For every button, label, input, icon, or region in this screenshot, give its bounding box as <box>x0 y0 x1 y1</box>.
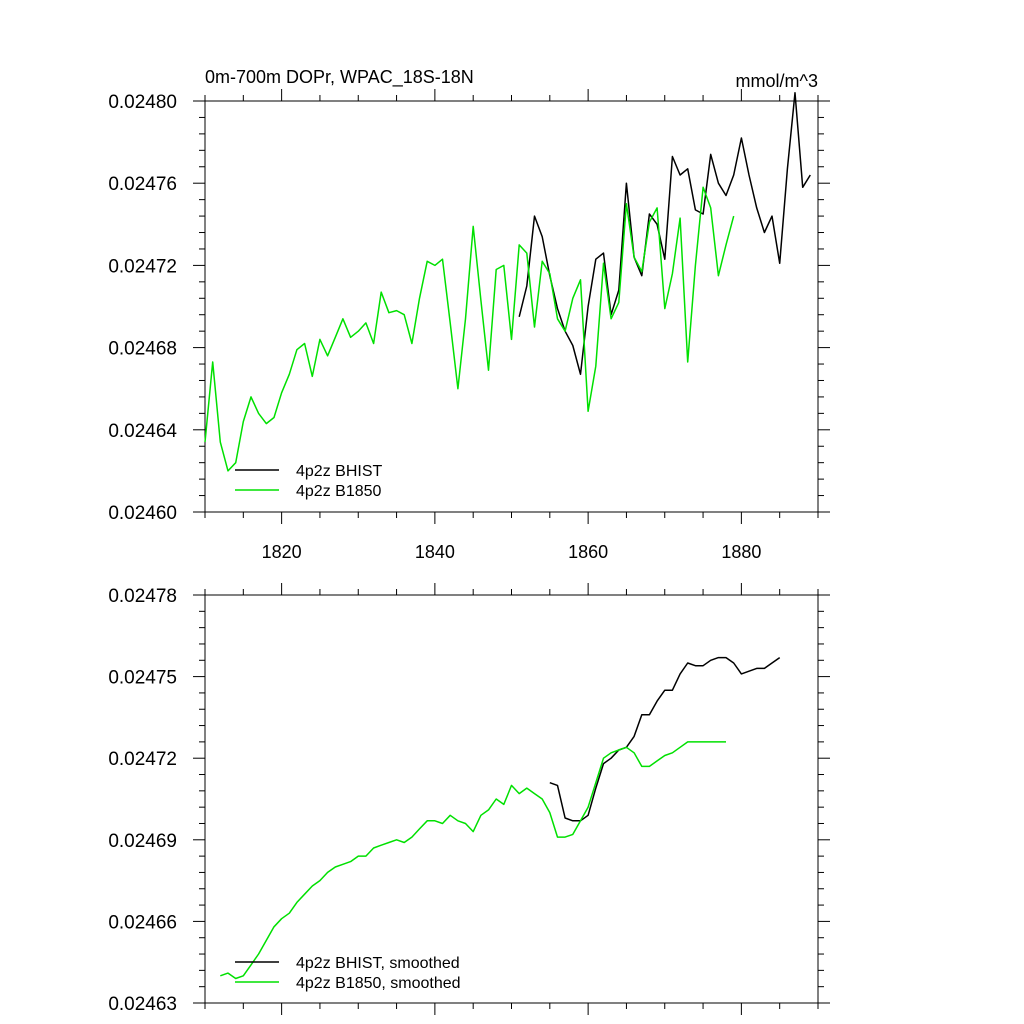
y-tick-label: 0.02478 <box>108 586 177 607</box>
x-tick-label: 1860 <box>568 542 608 562</box>
bottom-chart-legend: 4p2z BHIST, smoothed 4p2z B1850, smoothe… <box>235 955 461 992</box>
chart-title: 0m-700m DOPr, WPAC_18S-18N <box>205 67 474 88</box>
top-chart-legend: 4p2z BHIST 4p2z B1850 <box>235 463 382 500</box>
top-chart-series <box>204 92 811 472</box>
y-tick-label: 0.02476 <box>108 174 177 195</box>
y-tick-label: 0.02463 <box>108 994 177 1015</box>
series-line-4p2z-b1850 <box>204 186 735 472</box>
legend-label-bhist-smoothed: 4p2z BHIST, smoothed <box>296 955 460 972</box>
series-line-4p2z-bhist-smoothed <box>549 656 781 822</box>
y-tick-label: 0.02464 <box>108 421 177 442</box>
chart-units: mmol/m^3 <box>736 71 818 91</box>
y-tick-label: 0.02475 <box>108 668 177 689</box>
bottom-chart-axes: 0.02463 0.02466 0.02469 0.02472 0.02475 0.024… <box>108 583 830 1015</box>
bottom-chart-panel: 0.02463 0.02466 0.02469 0.02472 0.02475 0.024… <box>108 583 830 1015</box>
y-tick-label: 0.02480 <box>108 92 177 113</box>
y-tick-label: 0.02472 <box>108 749 177 770</box>
legend-label-b1850-smoothed: 4p2z B1850, smoothed <box>296 975 461 992</box>
legend-label-bhist: 4p2z BHIST <box>296 463 382 480</box>
legend-label-b1850: 4p2z B1850 <box>296 483 382 500</box>
series-line-4p2z-b1850-smoothed <box>220 741 726 980</box>
y-tick-label: 0.02466 <box>108 912 177 933</box>
bottom-chart-series <box>220 656 781 980</box>
top-chart-axes: 1820 1840 1860 1880 0.02460 0.02464 0.02468 0.0… <box>108 89 830 562</box>
x-tick-label: 1820 <box>262 542 302 562</box>
y-tick-label: 0.02469 <box>108 831 177 852</box>
x-tick-label: 1840 <box>415 542 455 562</box>
y-tick-label: 0.02460 <box>108 503 177 524</box>
top-chart-panel: 0m-700m DOPr, WPAC_18S-18N mmol/m^3 1820… <box>108 67 830 562</box>
y-tick-label: 0.02472 <box>108 256 177 277</box>
y-tick-label: 0.02468 <box>108 339 177 360</box>
x-tick-label: 1880 <box>721 542 761 562</box>
series-line-4p2z-bhist <box>518 92 811 376</box>
